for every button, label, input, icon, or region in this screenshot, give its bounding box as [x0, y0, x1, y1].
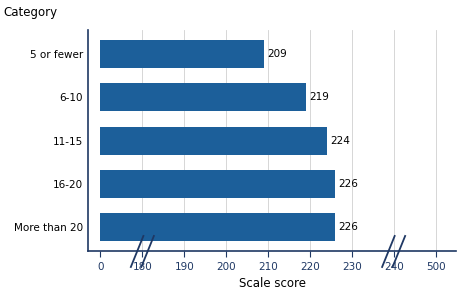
Bar [100, 170, 335, 198]
Text: 224: 224 [330, 136, 350, 146]
Text: 219: 219 [309, 92, 329, 102]
Text: 226: 226 [338, 222, 358, 232]
Bar [100, 213, 335, 242]
X-axis label: Scale score: Scale score [239, 277, 306, 290]
Text: 226: 226 [338, 179, 358, 189]
Bar [100, 40, 264, 68]
Bar [100, 83, 306, 112]
Text: Category: Category [3, 6, 57, 19]
Text: 209: 209 [267, 49, 287, 59]
Bar [100, 127, 327, 155]
